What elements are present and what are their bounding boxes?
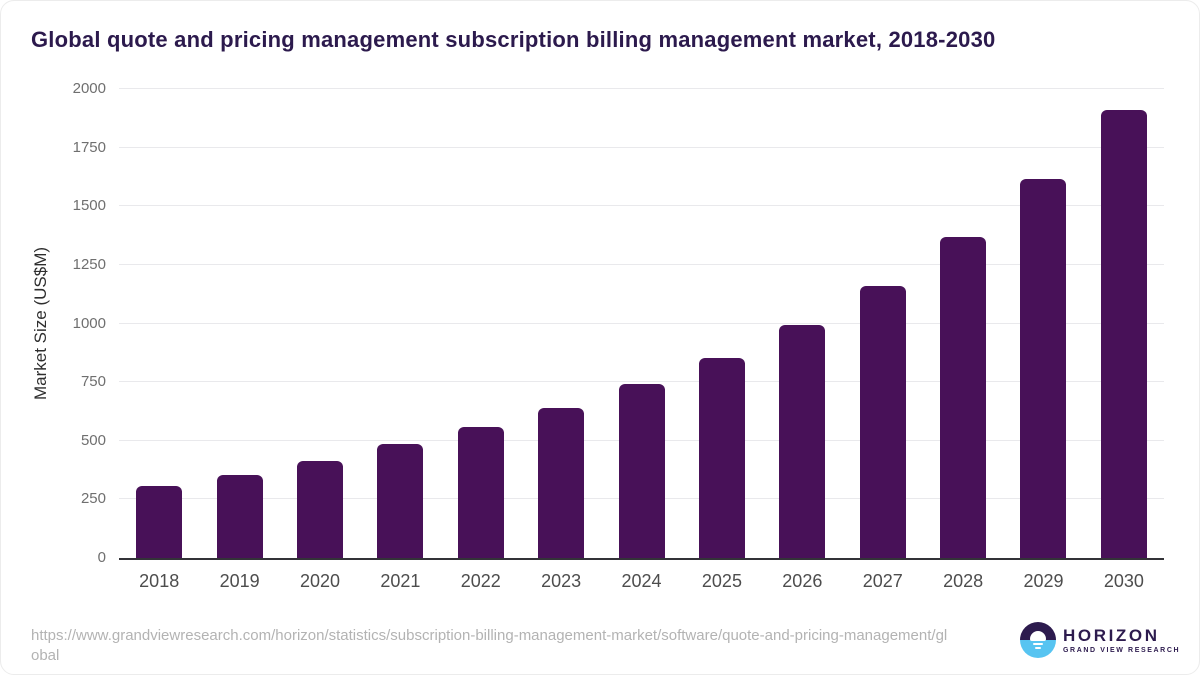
x-tick-label: 2028 xyxy=(943,571,984,591)
x-tick-label: 2022 xyxy=(460,571,501,591)
x-tick-label: 2026 xyxy=(782,571,823,591)
bar-2022 xyxy=(457,427,504,558)
source-url: https://www.grandviewresearch.com/horizo… xyxy=(31,627,948,664)
bars-container xyxy=(119,89,1164,558)
x-tick-label: 2027 xyxy=(862,571,903,591)
y-tick-label: 250 xyxy=(80,490,106,508)
bar-2024 xyxy=(618,384,665,558)
y-tick-label: 750 xyxy=(80,373,106,391)
gridline xyxy=(119,381,1164,383)
x-axis-tick-labels: 2018 2019 2020 2021 2022 2023 2024 2025 2026 2027… xyxy=(119,571,1164,592)
bar-2027 xyxy=(859,285,906,558)
y-tick-label: 1500 xyxy=(72,197,106,215)
logo-text: HORIZON GRAND VIEW RESEARCH xyxy=(1063,627,1180,654)
x-tick-label: 2025 xyxy=(701,571,742,591)
x-tick-label: 2023 xyxy=(541,571,582,591)
bar-band xyxy=(360,89,440,558)
bar-2020 xyxy=(296,461,343,558)
y-tick-label: 500 xyxy=(80,431,106,449)
x-tick-label: 2030 xyxy=(1103,571,1144,591)
bar-2023 xyxy=(538,407,585,558)
bar-2029 xyxy=(1020,179,1067,558)
logo-brand-subtitle: GRAND VIEW RESEARCH xyxy=(1063,646,1181,654)
gridline xyxy=(119,205,1164,207)
logo-brand-name: HORIZON xyxy=(1063,625,1160,645)
bar-2028 xyxy=(940,236,987,558)
horizon-logo: HORIZON GRAND VIEW RESEARCH xyxy=(1020,622,1180,658)
bar-band xyxy=(682,89,762,558)
gridline xyxy=(119,88,1164,89)
bar-2018 xyxy=(136,486,183,558)
x-tick-label: 2021 xyxy=(380,571,421,591)
bar-2025 xyxy=(698,357,745,558)
bar-band xyxy=(601,89,681,558)
bar-band xyxy=(1084,89,1164,558)
x-tick-label: 2029 xyxy=(1023,571,1064,591)
water-reflection-icon xyxy=(1033,643,1043,645)
bar-2019 xyxy=(216,475,263,558)
y-tick-label: 2000 xyxy=(72,80,106,97)
y-tick-label: 1750 xyxy=(72,138,106,156)
bar-band xyxy=(843,89,923,558)
gridline xyxy=(119,263,1164,265)
bar-band xyxy=(441,89,521,558)
bar-band xyxy=(199,89,279,558)
bar-2021 xyxy=(377,444,424,558)
horizon-logo-icon xyxy=(1020,622,1056,658)
sun-icon xyxy=(1030,631,1046,641)
water-reflection-icon xyxy=(1035,647,1041,649)
gridline xyxy=(119,322,1164,324)
chart-title: Global quote and pricing management subs… xyxy=(31,27,996,52)
bar-2026 xyxy=(779,325,826,558)
x-tick-label: 2019 xyxy=(219,571,260,591)
bar-band xyxy=(119,89,199,558)
gridline xyxy=(119,146,1164,148)
y-tick-label: 0 xyxy=(97,549,106,566)
x-tick-label: 2020 xyxy=(299,571,340,591)
y-tick-label: 1000 xyxy=(72,314,106,332)
y-tick-label: 1250 xyxy=(72,255,106,273)
bar-band xyxy=(521,89,601,558)
plot-area xyxy=(119,88,1164,560)
bar-band xyxy=(1003,89,1083,558)
x-tick-label: 2018 xyxy=(139,571,180,591)
x-tick-label: 2024 xyxy=(621,571,662,591)
bar-band xyxy=(280,89,360,558)
bar-band xyxy=(923,89,1003,558)
bar-band xyxy=(762,89,842,558)
bar-2030 xyxy=(1100,110,1147,558)
y-axis-tick-labels: 0 250 500 750 1000 1250 1500 1750 2000 xyxy=(1,80,119,566)
